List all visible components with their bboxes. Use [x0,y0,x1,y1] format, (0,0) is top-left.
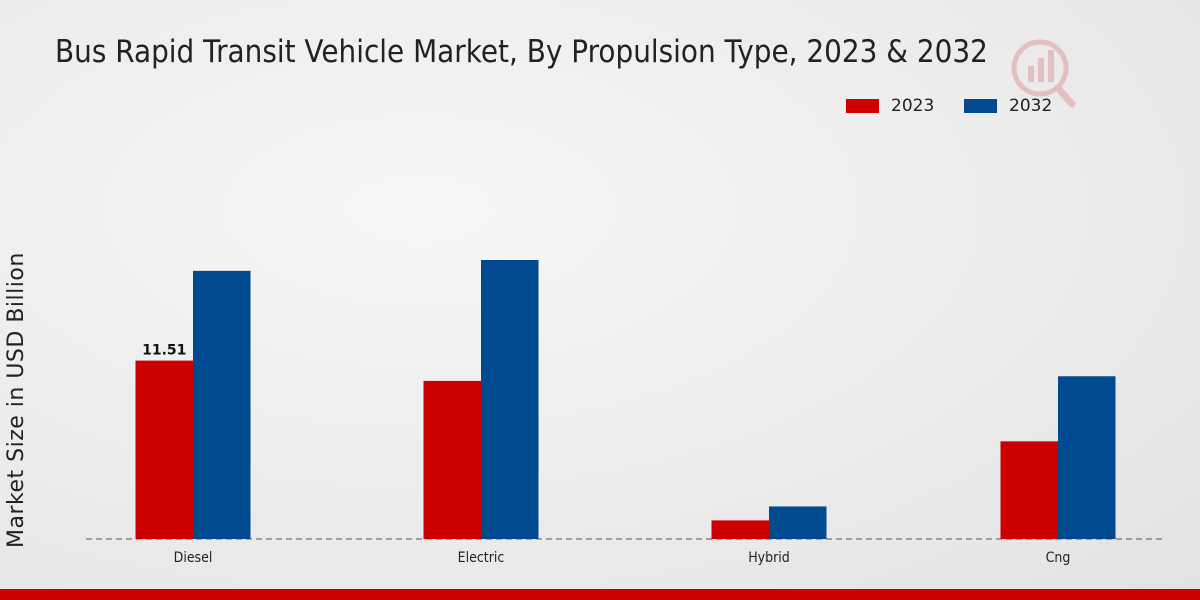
x-tick-label-electric: Electric [458,550,505,566]
bar-2023-cng [1000,441,1058,539]
legend-label-2032: 2032 [1009,96,1053,116]
legend-swatch-2032 [964,99,997,113]
legend-item-2032: 2032 [964,96,1052,116]
x-tick-label-hybrid: Hybrid [748,550,790,566]
watermark-logo-icon [1011,39,1076,108]
bar-2032-hybrid [769,506,827,539]
legend-item-2023: 2023 [846,96,934,116]
bar-2023-hybrid [711,520,769,539]
bar-2032-electric [481,260,539,539]
x-tick-label-cng: Cng [1046,550,1071,566]
bar-2032-cng [1058,376,1116,539]
x-tick-label-diesel: Diesel [174,550,213,566]
chart-title: Bus Rapid Transit Vehicle Market, By Pro… [55,34,988,70]
data-label-2023-diesel: 11.51 [142,343,186,359]
bar-2023-diesel [135,360,193,539]
bar-2032-diesel [193,270,251,539]
legend-label-2023: 2023 [891,96,935,116]
legend-swatch-2023 [846,99,879,113]
bottom-accent-bar [0,589,1200,600]
bar-2023-electric [423,380,481,539]
